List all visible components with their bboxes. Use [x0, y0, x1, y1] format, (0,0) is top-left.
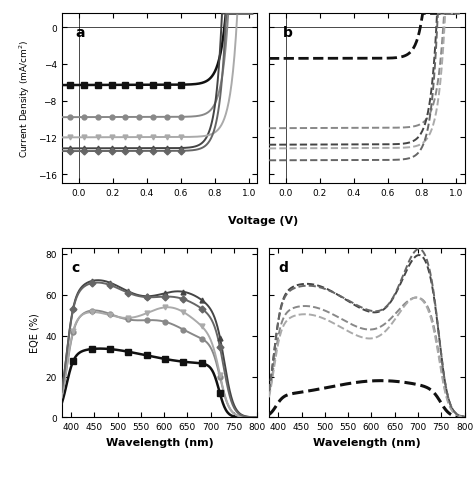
- Text: a: a: [75, 26, 85, 40]
- X-axis label: Wavelength (nm): Wavelength (nm): [106, 437, 213, 447]
- Text: Voltage (V): Voltage (V): [228, 215, 298, 225]
- X-axis label: Wavelength (nm): Wavelength (nm): [313, 437, 420, 447]
- Y-axis label: Current Density (mA/cm$^2$): Current Density (mA/cm$^2$): [18, 40, 32, 158]
- Text: d: d: [279, 260, 289, 274]
- Text: c: c: [72, 260, 80, 274]
- Y-axis label: EQE (%): EQE (%): [30, 313, 40, 353]
- Text: b: b: [283, 26, 292, 40]
- Legend: PEH/dC10, PEH/dC6, PC6/dC10, PEH/BO, PC6/HD: PEH/dC10, PEH/dC6, PC6/dC10, PEH/BO, PC6…: [386, 137, 443, 180]
